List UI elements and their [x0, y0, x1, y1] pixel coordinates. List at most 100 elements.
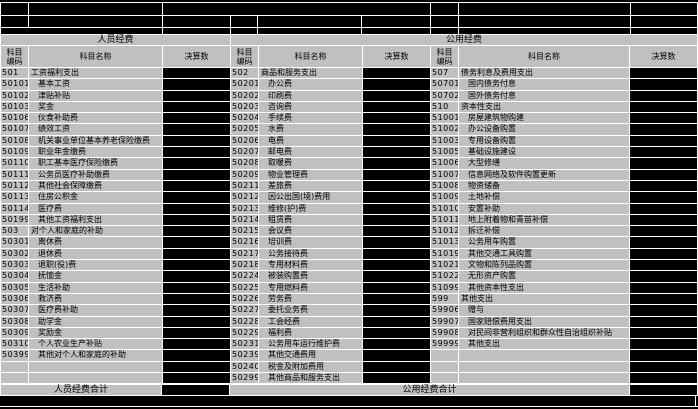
cell-value[interactable]: [630, 68, 697, 79]
cell-code[interactable]: 50302: [1, 248, 28, 260]
cell-code[interactable]: 50309: [1, 327, 28, 339]
cell-value[interactable]: [363, 135, 430, 147]
cell-code[interactable]: 50215: [231, 226, 258, 237]
cell-name[interactable]: 奖金: [29, 101, 162, 113]
cell-name[interactable]: 其他对个人和家庭的补助: [29, 350, 162, 361]
cell-code[interactable]: 50310: [1, 339, 28, 350]
cell-code[interactable]: 50205: [231, 124, 258, 135]
cell-name[interactable]: 大型修缮: [459, 158, 629, 169]
cell-value[interactable]: [630, 90, 697, 101]
cell-code[interactable]: 50304: [1, 271, 28, 282]
cell-value[interactable]: [363, 248, 430, 260]
cell-value[interactable]: [163, 373, 230, 384]
cell-value[interactable]: [630, 158, 697, 169]
cell-code[interactable]: 501: [1, 68, 28, 79]
cell-name[interactable]: 国外债务付息: [459, 90, 629, 101]
cell-code[interactable]: [1, 361, 28, 373]
cell-code[interactable]: 502: [231, 68, 258, 79]
cell-value[interactable]: [630, 124, 697, 135]
header-subject-code[interactable]: 科目 编码: [431, 46, 458, 67]
empty-cell[interactable]: [459, 28, 630, 34]
cell-value[interactable]: [163, 214, 230, 226]
empty-cell[interactable]: [431, 28, 458, 34]
cell-value[interactable]: [363, 68, 430, 79]
cell-name[interactable]: 会议费: [259, 226, 362, 237]
cell-code[interactable]: 50240: [231, 361, 258, 373]
cell-value[interactable]: [363, 180, 430, 192]
cell-value[interactable]: [630, 203, 697, 214]
cell-value[interactable]: [630, 305, 697, 316]
cell-name[interactable]: 公务员医疗补助缴费: [29, 169, 162, 180]
cell-name[interactable]: 专用设备购置: [459, 135, 629, 147]
cell-name[interactable]: 公务用车运行维护费: [259, 339, 362, 350]
cell-code[interactable]: 50231: [231, 339, 258, 350]
header-subject-code[interactable]: 科目 编码: [231, 46, 258, 67]
cell-value[interactable]: [163, 192, 230, 203]
cell-value[interactable]: [630, 147, 697, 158]
cell-code[interactable]: 50206: [231, 135, 258, 147]
cell-code[interactable]: [1, 373, 28, 384]
cell-value[interactable]: [630, 293, 697, 305]
cell-name[interactable]: 职业年金缴费: [29, 147, 162, 158]
cell-value[interactable]: [163, 101, 230, 113]
cell-name[interactable]: 资本性支出: [459, 101, 629, 113]
cell-name[interactable]: 对个人和家庭的补助: [29, 226, 162, 237]
band-public-expense[interactable]: 公用经费: [231, 35, 697, 45]
cell-code[interactable]: 50101: [1, 79, 28, 90]
band-personnel-expense[interactable]: 人员经费: [1, 35, 230, 45]
empty-cell[interactable]: [163, 28, 230, 34]
cell-value[interactable]: [630, 373, 697, 384]
header-subject-code[interactable]: 科目 编码: [1, 46, 28, 67]
cell-name[interactable]: 物资储备: [459, 180, 629, 192]
cell-name[interactable]: 离休费: [29, 237, 162, 248]
cell-name[interactable]: 劳务费: [259, 293, 362, 305]
cell-value[interactable]: [630, 113, 697, 124]
empty-cell[interactable]: [1, 28, 162, 34]
cell-name[interactable]: 其他交通工具购置: [459, 248, 629, 260]
empty-cell[interactable]: [258, 28, 361, 34]
cell-value[interactable]: [363, 101, 430, 113]
cell-value[interactable]: [163, 147, 230, 158]
empty-cell[interactable]: [431, 3, 458, 15]
cell-name[interactable]: 土地补偿: [459, 192, 629, 203]
cell-code[interactable]: 50301: [1, 237, 28, 248]
empty-cell[interactable]: [163, 3, 430, 15]
cell-name[interactable]: 抚恤金: [29, 271, 162, 282]
empty-cell[interactable]: [459, 3, 630, 15]
cell-code[interactable]: 50113: [1, 192, 28, 203]
cell-code[interactable]: 599: [431, 293, 458, 305]
empty-cell[interactable]: [431, 16, 458, 27]
cell-value[interactable]: [163, 248, 230, 260]
cell-code[interactable]: 50305: [1, 282, 28, 293]
cell-value[interactable]: [630, 135, 697, 147]
cell-name[interactable]: 生活补助: [29, 282, 162, 293]
cell-value[interactable]: [630, 282, 697, 293]
cell-name[interactable]: 退休费: [29, 248, 162, 260]
cell-value[interactable]: [163, 90, 230, 101]
cell-value[interactable]: [363, 305, 430, 316]
cell-name[interactable]: [459, 361, 629, 373]
cell-code[interactable]: 51008: [431, 180, 458, 192]
empty-cell[interactable]: [631, 16, 697, 27]
cell-name[interactable]: [459, 373, 629, 384]
cell-code[interactable]: 50114: [1, 203, 28, 214]
cell-code[interactable]: 50701: [431, 79, 458, 90]
cell-name[interactable]: 取暖费: [259, 158, 362, 169]
cell-name[interactable]: 无形资产购置: [459, 271, 629, 282]
cell-name[interactable]: 机关事业单位基本养老保险缴费: [29, 135, 162, 147]
cell-value[interactable]: [630, 192, 697, 203]
cell-code[interactable]: 50214: [231, 214, 258, 226]
cell-code[interactable]: 50306: [1, 293, 28, 305]
cell-name[interactable]: [459, 350, 629, 361]
total-public-label[interactable]: 公用经费合计: [230, 385, 629, 395]
cell-name[interactable]: 手续费: [259, 113, 362, 124]
cell-value[interactable]: [363, 226, 430, 237]
cell-value[interactable]: [363, 158, 430, 169]
cell-name[interactable]: 赠与: [459, 305, 629, 316]
cell-code[interactable]: 50207: [231, 147, 258, 158]
cell-value[interactable]: [363, 282, 430, 293]
cell-name[interactable]: 国家赔偿费用支出: [459, 316, 629, 327]
cell-name[interactable]: 绩效工资: [29, 124, 162, 135]
cell-code[interactable]: 50217: [231, 248, 258, 260]
cell-name[interactable]: 债务利息及费用支出: [459, 68, 629, 79]
